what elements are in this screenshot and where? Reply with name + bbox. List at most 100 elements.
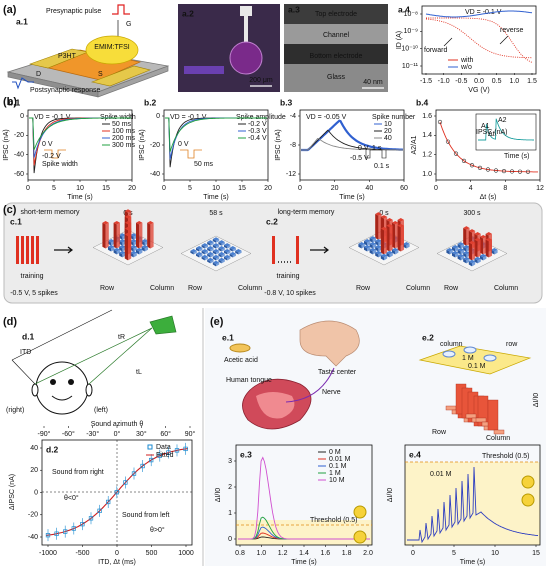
legend-title: Spike number [372,114,416,121]
y-tick-label: 10⁻¹⁰ [401,45,418,53]
bar-side [389,252,393,258]
x-axis-label: Δt (s) [480,194,497,201]
axis-label: Row [188,285,203,292]
axis-label: Row [100,285,115,292]
annotation: θ>0° [150,526,165,534]
inset-label: -0.2 V [42,153,61,160]
x-tick-label: 1.5 [527,78,537,85]
subpanel-label: a.1 [16,16,28,26]
bar-top [119,233,126,237]
y-tick-label: 3 [228,458,232,465]
bar-top [124,232,132,237]
cup [229,343,251,353]
bar-side [361,243,365,249]
data-point [80,521,85,527]
bar-side [488,239,492,258]
x-tick-label: 1.6 [320,550,330,557]
annotation: 0.1 M [468,363,486,370]
x-axis-label: Time (s) [291,559,316,566]
bar-top [369,247,376,252]
layer-label: Bottom electrode [310,53,363,60]
curve [238,456,370,540]
bar-side [232,253,236,258]
x-tick-label: 40 [365,185,373,192]
spike-icon [16,236,19,264]
bar-top [212,254,220,259]
annotation: EMIM:TFSI [94,44,129,51]
bar [475,417,487,423]
bar-top [190,248,197,253]
bar-side [229,253,233,258]
bar-side [446,249,450,255]
bar-side [378,252,382,258]
legend-label: 10 M [329,477,345,484]
x-tick-label: 15 [238,185,246,192]
x-tick-label: 5 [452,550,456,557]
layer-label: Top electrode [315,11,357,18]
bar-top [224,248,231,253]
x-tick-label: 20 [264,185,272,192]
bar-top [108,244,115,249]
bar-side [449,249,453,255]
y-tick-label: 0 [156,113,160,120]
y-tick-label: 1.0 [422,171,432,178]
bar-side [474,258,478,264]
bar-side [235,250,239,255]
y-axis-label: IPSC (nA) [3,129,10,161]
inset-pulse [180,149,202,159]
annotation: Acetic acid [224,357,258,364]
bar-side [108,246,112,252]
bar-side [147,222,151,249]
legend-label: 0 M [329,449,341,456]
bar-side [207,253,211,258]
bar-top [218,257,225,262]
bar-top [380,226,388,231]
droplet [463,346,477,354]
pulse-icon [112,4,130,15]
x-tick-label: -1.0 [438,78,450,85]
bar-side [392,249,396,255]
bar-side [463,252,467,258]
layer-label: Channel [323,32,350,39]
annotation: tL [136,369,142,376]
bar-side [207,247,211,252]
annotation: short-term memory [20,209,80,216]
bar-side [452,246,456,252]
data-point [183,446,188,452]
data-point [517,169,523,174]
arrow [443,37,453,47]
inset-label: 0.1 s [374,163,390,170]
subpanel-label: b.2 [144,97,157,107]
bar-top [224,254,231,259]
speaker [149,315,177,335]
bar-top [130,233,137,237]
annotation: Taste center [318,369,357,376]
axis-label: Row [432,429,447,436]
legend-label: Data [156,444,171,451]
data-point [469,163,475,168]
bar-side [204,244,208,249]
droplet [229,41,263,75]
bar-side [207,241,211,246]
bar [487,399,499,431]
spike-icon [272,236,275,264]
bar-side [212,244,216,249]
bar-top [403,241,410,246]
arrow [310,246,329,254]
bar-side [457,255,461,261]
x-axis-label: VG (V) [468,87,489,94]
spike-icon [296,236,299,264]
bar-side [224,256,228,261]
y-tick-label: 1.2 [422,152,432,159]
x-tick-label: 0 [115,550,119,557]
bar-side [229,247,233,252]
legend-label: 1 M [329,470,341,477]
x-tick-label: -90° [38,430,51,438]
subpanel-label: c.2 [266,216,278,226]
bar-top [452,250,459,255]
bar-side [375,246,379,252]
curve [407,466,539,544]
x-tick-label: 0 [434,185,438,192]
bar-side [372,243,376,249]
data-point [149,457,154,463]
